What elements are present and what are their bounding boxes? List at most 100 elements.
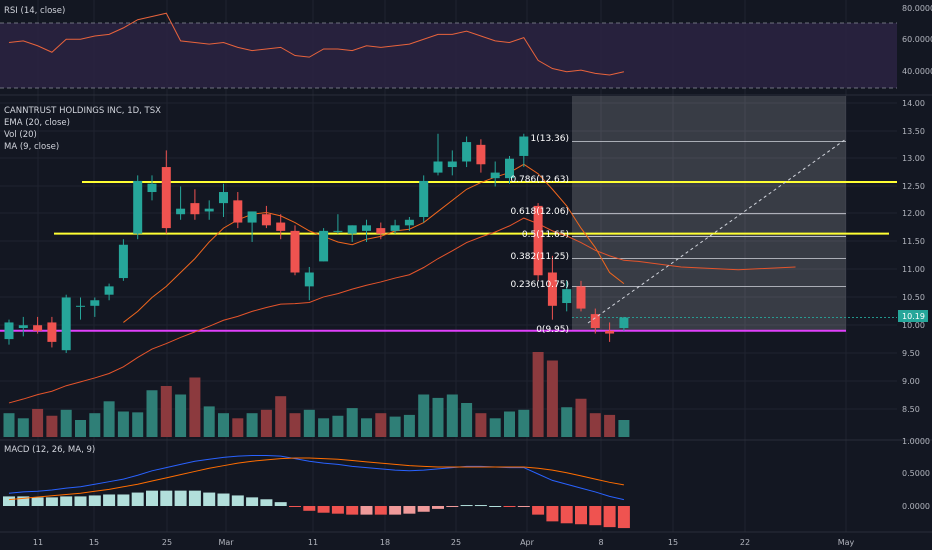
macd-hist-bar bbox=[389, 506, 402, 515]
candle-body bbox=[333, 230, 343, 232]
fib-label: 1(13.36) bbox=[530, 134, 569, 144]
trend-projection-line[interactable] bbox=[587, 138, 847, 324]
macd-signal-line bbox=[8, 457, 624, 501]
candle-body bbox=[505, 158, 514, 179]
rsi-tick: 80.0000 bbox=[902, 4, 932, 13]
macd-hist-bar bbox=[575, 506, 587, 525]
rsi-pane[interactable]: RSI (14, close) 80.0000 60.0000 40.0000 bbox=[0, 4, 932, 89]
time-tick: Mar bbox=[218, 538, 234, 547]
price-tick: 11.50 bbox=[902, 237, 925, 246]
macd-hist-bar bbox=[417, 506, 430, 512]
candle-body bbox=[362, 225, 371, 231]
volume-bar bbox=[375, 413, 387, 437]
volume-bars bbox=[3, 352, 630, 437]
volume-bar bbox=[618, 420, 630, 437]
price-tick: 12.00 bbox=[902, 209, 925, 218]
macd-hist-bar bbox=[517, 506, 530, 507]
macd-hist-bar bbox=[3, 496, 15, 506]
macd-hist-bar bbox=[303, 506, 316, 511]
macd-hist-bar bbox=[317, 506, 330, 513]
candle-body bbox=[376, 228, 386, 234]
ma-line bbox=[123, 163, 625, 323]
macd-hist-bar bbox=[360, 506, 373, 515]
macd-hist-bar bbox=[274, 502, 287, 506]
fib-label: 0.236(10.75) bbox=[510, 280, 569, 290]
price-axis[interactable]: 14.00 13.50 13.00 12.50 12.00 11.50 11.0… bbox=[902, 99, 925, 414]
volume-bar bbox=[189, 377, 201, 437]
volume-bar bbox=[89, 413, 101, 437]
macd-hist-bar bbox=[131, 492, 144, 506]
price-tick: 13.50 bbox=[902, 127, 925, 136]
macd-hist-bar bbox=[532, 506, 545, 515]
macd-tick: 0.0000 bbox=[902, 502, 930, 511]
volume-bar bbox=[17, 418, 29, 437]
candle-body bbox=[490, 172, 500, 179]
time-tick: 18 bbox=[380, 538, 390, 547]
macd-hist-bar bbox=[246, 497, 259, 506]
volume-bar bbox=[575, 398, 587, 437]
time-axis[interactable]: 11 15 25 Mar 11 18 25 Apr 8 15 22 May bbox=[33, 538, 855, 547]
price-tick: 9.00 bbox=[902, 377, 920, 386]
candle-body bbox=[61, 297, 71, 351]
time-tick: 11 bbox=[33, 538, 43, 547]
candle-body bbox=[576, 286, 586, 309]
price-tick: 14.00 bbox=[902, 99, 925, 108]
volume-bar bbox=[332, 415, 344, 437]
last-price-label: 10.19 bbox=[902, 312, 925, 321]
volume-bar bbox=[504, 411, 515, 437]
volume-bar bbox=[60, 409, 72, 437]
vol-legend: Vol (20) bbox=[4, 130, 37, 140]
time-tick: May bbox=[838, 538, 855, 547]
macd-hist-bar bbox=[217, 493, 230, 506]
macd-tick: 1.0000 bbox=[902, 437, 930, 446]
volume-bar bbox=[546, 360, 558, 437]
macd-hist-bar bbox=[289, 506, 301, 507]
candle-body bbox=[562, 289, 572, 304]
time-tick: 25 bbox=[451, 538, 461, 547]
candle-body bbox=[261, 214, 271, 226]
macd-hist-bar bbox=[117, 494, 130, 506]
price-tick: 11.00 bbox=[902, 265, 925, 274]
macd-hist-bar bbox=[503, 506, 516, 507]
macd-hist-bar bbox=[174, 490, 187, 506]
macd-hist-bar bbox=[560, 506, 573, 524]
macd-hist-bar bbox=[617, 506, 630, 529]
candle-body bbox=[219, 192, 228, 204]
volume-bar bbox=[389, 416, 401, 437]
macd-hist-bar bbox=[374, 506, 387, 515]
candle-body bbox=[347, 225, 357, 234]
volume-bar bbox=[117, 411, 129, 437]
volume-bar bbox=[489, 418, 501, 437]
last-price-badge bbox=[898, 310, 928, 322]
time-tick: 11 bbox=[308, 538, 318, 547]
rsi-tick: 60.0000 bbox=[902, 35, 932, 44]
volume-bar bbox=[303, 409, 315, 437]
volume-bar bbox=[260, 409, 272, 437]
candle-body bbox=[190, 203, 200, 215]
candle-body bbox=[147, 183, 157, 193]
volume-bar bbox=[203, 406, 215, 437]
candle-body bbox=[433, 161, 443, 173]
macd-hist-bar bbox=[460, 505, 473, 507]
fib-label: 0.5(11.65) bbox=[522, 230, 569, 240]
price-tick: 8.50 bbox=[902, 405, 920, 414]
price-tick: 12.50 bbox=[902, 182, 925, 191]
candle-body bbox=[319, 230, 329, 262]
rsi-band bbox=[0, 23, 897, 88]
support-lines[interactable] bbox=[0, 181, 897, 332]
volume-bar bbox=[175, 394, 187, 437]
volume-bar bbox=[589, 413, 601, 437]
fib-labels: 1(13.36) 0.786(12.63) 0.618(12.06) 0.5(1… bbox=[510, 134, 569, 335]
price-tick: 10.00 bbox=[902, 321, 925, 330]
volume-bar bbox=[75, 420, 86, 437]
candle-body bbox=[247, 211, 257, 223]
ma-legend: MA (9, close) bbox=[4, 142, 59, 152]
price-pane[interactable]: CANNTRUST HOLDINGS INC, 1D, TSX EMA (20,… bbox=[0, 96, 928, 437]
price-tick: 9.50 bbox=[902, 349, 920, 358]
macd-hist-bar bbox=[60, 496, 73, 506]
price-tick: 10.50 bbox=[902, 293, 925, 302]
rsi-legend: RSI (14, close) bbox=[4, 6, 65, 16]
macd-pane[interactable]: MACD (12, 26, MA, 9) 1.0000 0.5000 0.000… bbox=[3, 437, 930, 529]
